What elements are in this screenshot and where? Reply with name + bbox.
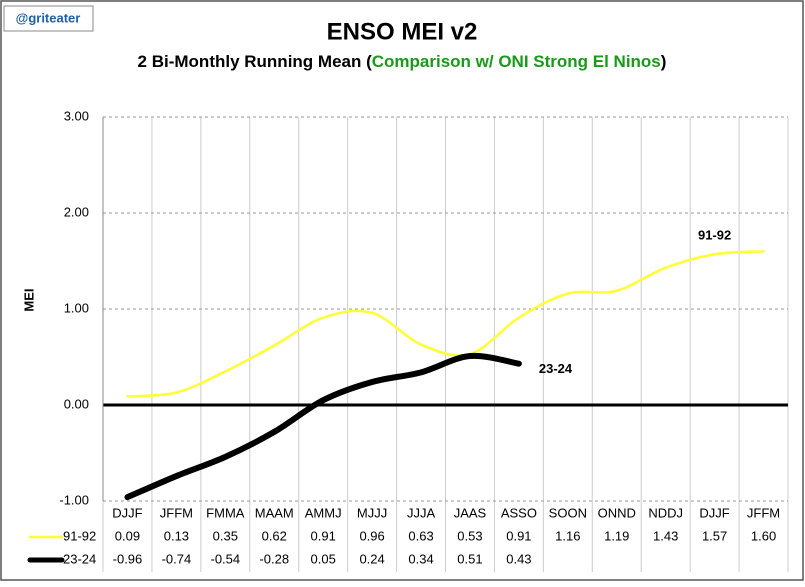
table-value: 1.16 bbox=[555, 528, 580, 543]
x-tick-label: AMMJ bbox=[305, 505, 342, 520]
x-tick-label: DJJF bbox=[699, 505, 729, 520]
x-tick-label: DJJF bbox=[112, 505, 142, 520]
x-tick-label: JFFM bbox=[747, 505, 780, 520]
y-tick-label: 0.00 bbox=[64, 396, 89, 411]
legend-label: 91-92 bbox=[63, 528, 96, 543]
credit-box bbox=[3, 5, 94, 32]
table-value: 0.24 bbox=[359, 551, 384, 566]
x-tick-label: JAAS bbox=[454, 505, 487, 520]
table-value: 0.43 bbox=[506, 551, 531, 566]
table-value: 0.34 bbox=[408, 551, 433, 566]
x-tick-label: SOON bbox=[549, 505, 587, 520]
x-tick-label: JFFM bbox=[160, 505, 193, 520]
table-value: 0.91 bbox=[506, 528, 531, 543]
x-tick-label: FMMA bbox=[206, 505, 245, 520]
y-tick-label: -1.00 bbox=[59, 492, 89, 507]
table-value: 0.53 bbox=[457, 528, 482, 543]
series-line bbox=[126, 250, 765, 398]
table-value: 0.63 bbox=[408, 528, 433, 543]
subtitle-highlight: Comparison w/ ONI Strong El Ninos bbox=[372, 52, 661, 71]
table-value: 0.96 bbox=[359, 528, 384, 543]
table-value: 0.62 bbox=[262, 528, 287, 543]
annotation: 23-24 bbox=[539, 361, 573, 376]
table-value: 0.51 bbox=[457, 551, 482, 566]
table-value: 0.35 bbox=[213, 528, 238, 543]
series-line bbox=[124, 352, 522, 501]
chart-title: ENSO MEI v2 bbox=[327, 18, 478, 45]
credit: @griteater bbox=[16, 10, 81, 25]
table-value: -0.96 bbox=[113, 551, 143, 566]
y-tick-label: 3.00 bbox=[64, 108, 89, 123]
x-tick-label: JJJA bbox=[407, 505, 436, 520]
subtitle-end: ) bbox=[661, 52, 667, 71]
x-tick-label: MJJJ bbox=[357, 505, 387, 520]
table-value: 0.91 bbox=[311, 528, 336, 543]
y-axis-label: MEI bbox=[21, 288, 36, 311]
annotation: 91-92 bbox=[698, 228, 731, 243]
table-value: 1.43 bbox=[653, 528, 678, 543]
table-value: 1.19 bbox=[604, 528, 629, 543]
table-value: -0.74 bbox=[162, 551, 192, 566]
table-value: 0.05 bbox=[311, 551, 336, 566]
x-tick-label: NDDJ bbox=[648, 505, 683, 520]
table-value: 1.57 bbox=[702, 528, 727, 543]
x-tick-label: ONND bbox=[598, 505, 636, 520]
chart-subtitle: 2 Bi-Monthly Running Mean (Comparison w/… bbox=[138, 52, 667, 71]
table-value: -0.54 bbox=[211, 551, 241, 566]
table-value: -0.28 bbox=[259, 551, 289, 566]
legend-label: 23-24 bbox=[63, 551, 96, 566]
x-tick-label: MAAM bbox=[255, 505, 294, 520]
table-value: 0.09 bbox=[115, 528, 140, 543]
subtitle-start: 2 Bi-Monthly Running Mean ( bbox=[138, 52, 373, 71]
y-tick-label: 2.00 bbox=[64, 204, 89, 219]
table-value: 1.60 bbox=[751, 528, 776, 543]
x-tick-label: ASSO bbox=[501, 505, 537, 520]
table-value: 0.13 bbox=[164, 528, 189, 543]
y-tick-label: 1.00 bbox=[64, 300, 89, 315]
